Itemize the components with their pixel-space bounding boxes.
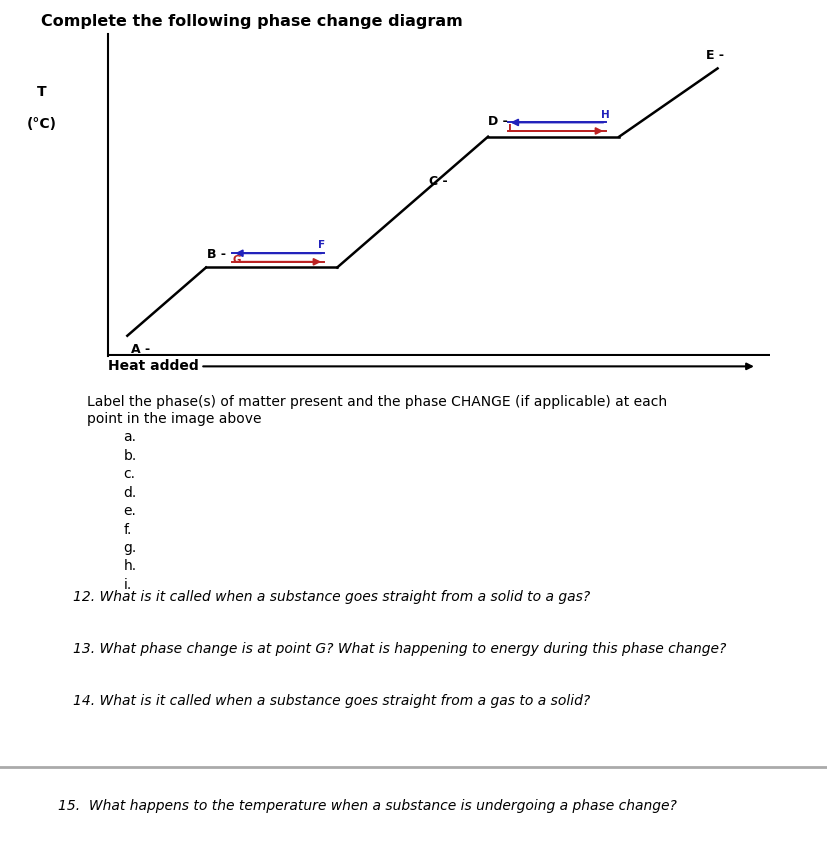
Text: 15.  What happens to the temperature when a substance is undergoing a phase chan: 15. What happens to the temperature when… — [58, 799, 676, 812]
Text: Heat added: Heat added — [108, 359, 198, 374]
Text: f.: f. — [123, 523, 131, 536]
Text: e.: e. — [123, 504, 136, 518]
Text: a.: a. — [123, 430, 136, 445]
Text: G: G — [232, 255, 241, 265]
Text: Complete the following phase change diagram: Complete the following phase change diag… — [41, 14, 462, 29]
Text: T: T — [36, 85, 46, 99]
Text: h.: h. — [123, 560, 136, 573]
Text: Label the phase(s) of matter present and the phase CHANGE (if applicable) at eac: Label the phase(s) of matter present and… — [87, 395, 667, 410]
Text: point in the image above: point in the image above — [87, 412, 261, 426]
Text: c.: c. — [123, 467, 136, 482]
Text: i.: i. — [123, 578, 131, 592]
Text: B -: B - — [207, 248, 226, 261]
Text: (°C): (°C) — [26, 117, 56, 131]
Text: I: I — [507, 123, 511, 134]
Text: H: H — [600, 110, 609, 120]
Text: 14. What is it called when a substance goes straight from a gas to a solid?: 14. What is it called when a substance g… — [73, 694, 589, 708]
Text: d.: d. — [123, 486, 136, 500]
Text: E -: E - — [705, 49, 723, 62]
Text: D -: D - — [487, 115, 507, 129]
Text: A -: A - — [131, 343, 150, 356]
Text: g.: g. — [123, 541, 136, 555]
Text: 13. What phase change is at point G? What is happening to energy during this pha: 13. What phase change is at point G? Wha… — [73, 642, 725, 656]
Text: 12. What is it called when a substance goes straight from a solid to a gas?: 12. What is it called when a substance g… — [73, 590, 589, 603]
Text: C -: C - — [428, 175, 447, 188]
Text: F: F — [317, 241, 324, 250]
Text: b.: b. — [123, 449, 136, 463]
